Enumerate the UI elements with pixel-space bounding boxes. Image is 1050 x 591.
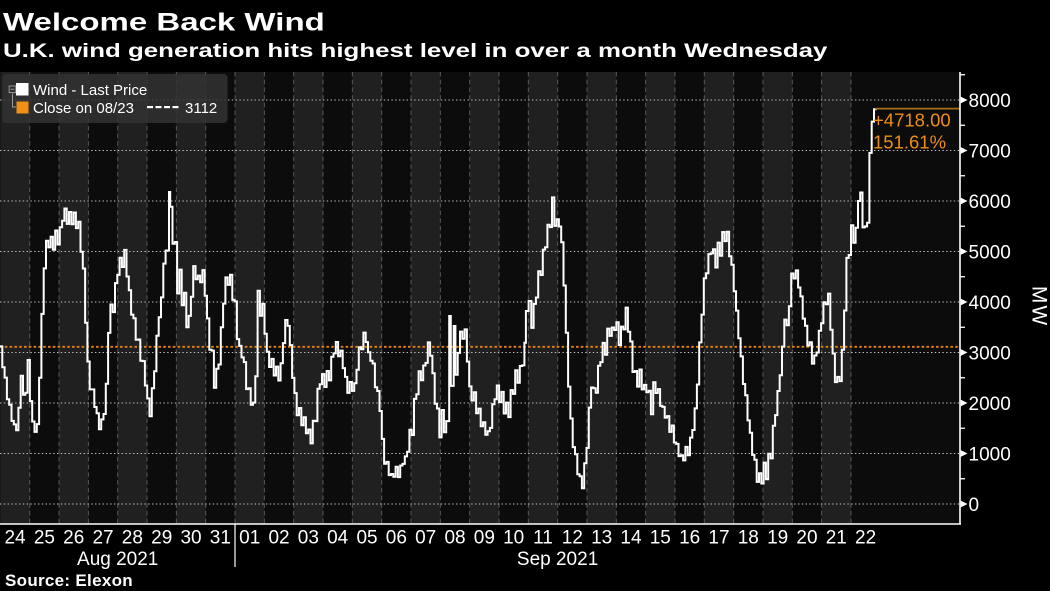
svg-text:21: 21 (826, 528, 847, 549)
svg-text:U.K. wind generation hits high: U.K. wind generation hits highest level … (3, 39, 828, 61)
svg-text:26: 26 (63, 528, 84, 549)
svg-text:7000: 7000 (969, 141, 1011, 162)
svg-text:29: 29 (151, 528, 172, 549)
svg-text:02: 02 (268, 528, 289, 549)
svg-text:28: 28 (122, 528, 143, 549)
svg-text:8000: 8000 (969, 91, 1011, 112)
svg-text:6000: 6000 (969, 192, 1011, 213)
svg-text:07: 07 (415, 528, 436, 549)
svg-text:22: 22 (855, 528, 876, 549)
svg-text:03: 03 (298, 528, 319, 549)
svg-text:Wind - Last Price: Wind - Last Price (33, 82, 147, 99)
svg-text:11: 11 (533, 528, 553, 549)
svg-text:5000: 5000 (969, 242, 1011, 263)
svg-text:27: 27 (92, 528, 113, 549)
svg-text:05: 05 (356, 528, 377, 549)
svg-text:09: 09 (474, 528, 495, 549)
svg-text:Welcome Back Wind: Welcome Back Wind (3, 9, 325, 36)
svg-text:16: 16 (679, 528, 700, 549)
svg-text:01: 01 (239, 528, 260, 549)
svg-text:12: 12 (562, 528, 583, 549)
svg-text:1000: 1000 (969, 444, 1011, 465)
svg-text:04: 04 (327, 528, 349, 549)
svg-text:Close on 08/23: Close on 08/23 (33, 100, 134, 117)
svg-text:10: 10 (503, 528, 524, 549)
svg-text:+4718.00: +4718.00 (873, 110, 951, 131)
svg-text:0: 0 (969, 495, 980, 516)
svg-text:Aug 2021: Aug 2021 (77, 549, 158, 570)
svg-text:17: 17 (708, 528, 729, 549)
svg-text:06: 06 (386, 528, 407, 549)
svg-text:31: 31 (210, 528, 231, 549)
svg-text:Source: Elexon: Source: Elexon (5, 571, 133, 590)
svg-text:MW: MW (1028, 286, 1050, 327)
svg-text:19: 19 (767, 528, 788, 549)
svg-text:30: 30 (180, 528, 201, 549)
svg-text:08: 08 (444, 528, 465, 549)
svg-text:25: 25 (34, 528, 55, 549)
svg-text:15: 15 (650, 528, 671, 549)
svg-text:3112: 3112 (185, 100, 217, 117)
svg-text:13: 13 (591, 528, 612, 549)
svg-text:20: 20 (796, 528, 817, 549)
svg-text:24: 24 (4, 528, 26, 549)
svg-text:2000: 2000 (969, 394, 1011, 415)
svg-text:3000: 3000 (969, 343, 1011, 364)
svg-text:4000: 4000 (969, 293, 1011, 314)
svg-text:14: 14 (620, 528, 642, 549)
svg-text:151.61%: 151.61% (873, 132, 946, 153)
svg-text:Sep 2021: Sep 2021 (517, 549, 598, 570)
svg-text:18: 18 (738, 528, 759, 549)
